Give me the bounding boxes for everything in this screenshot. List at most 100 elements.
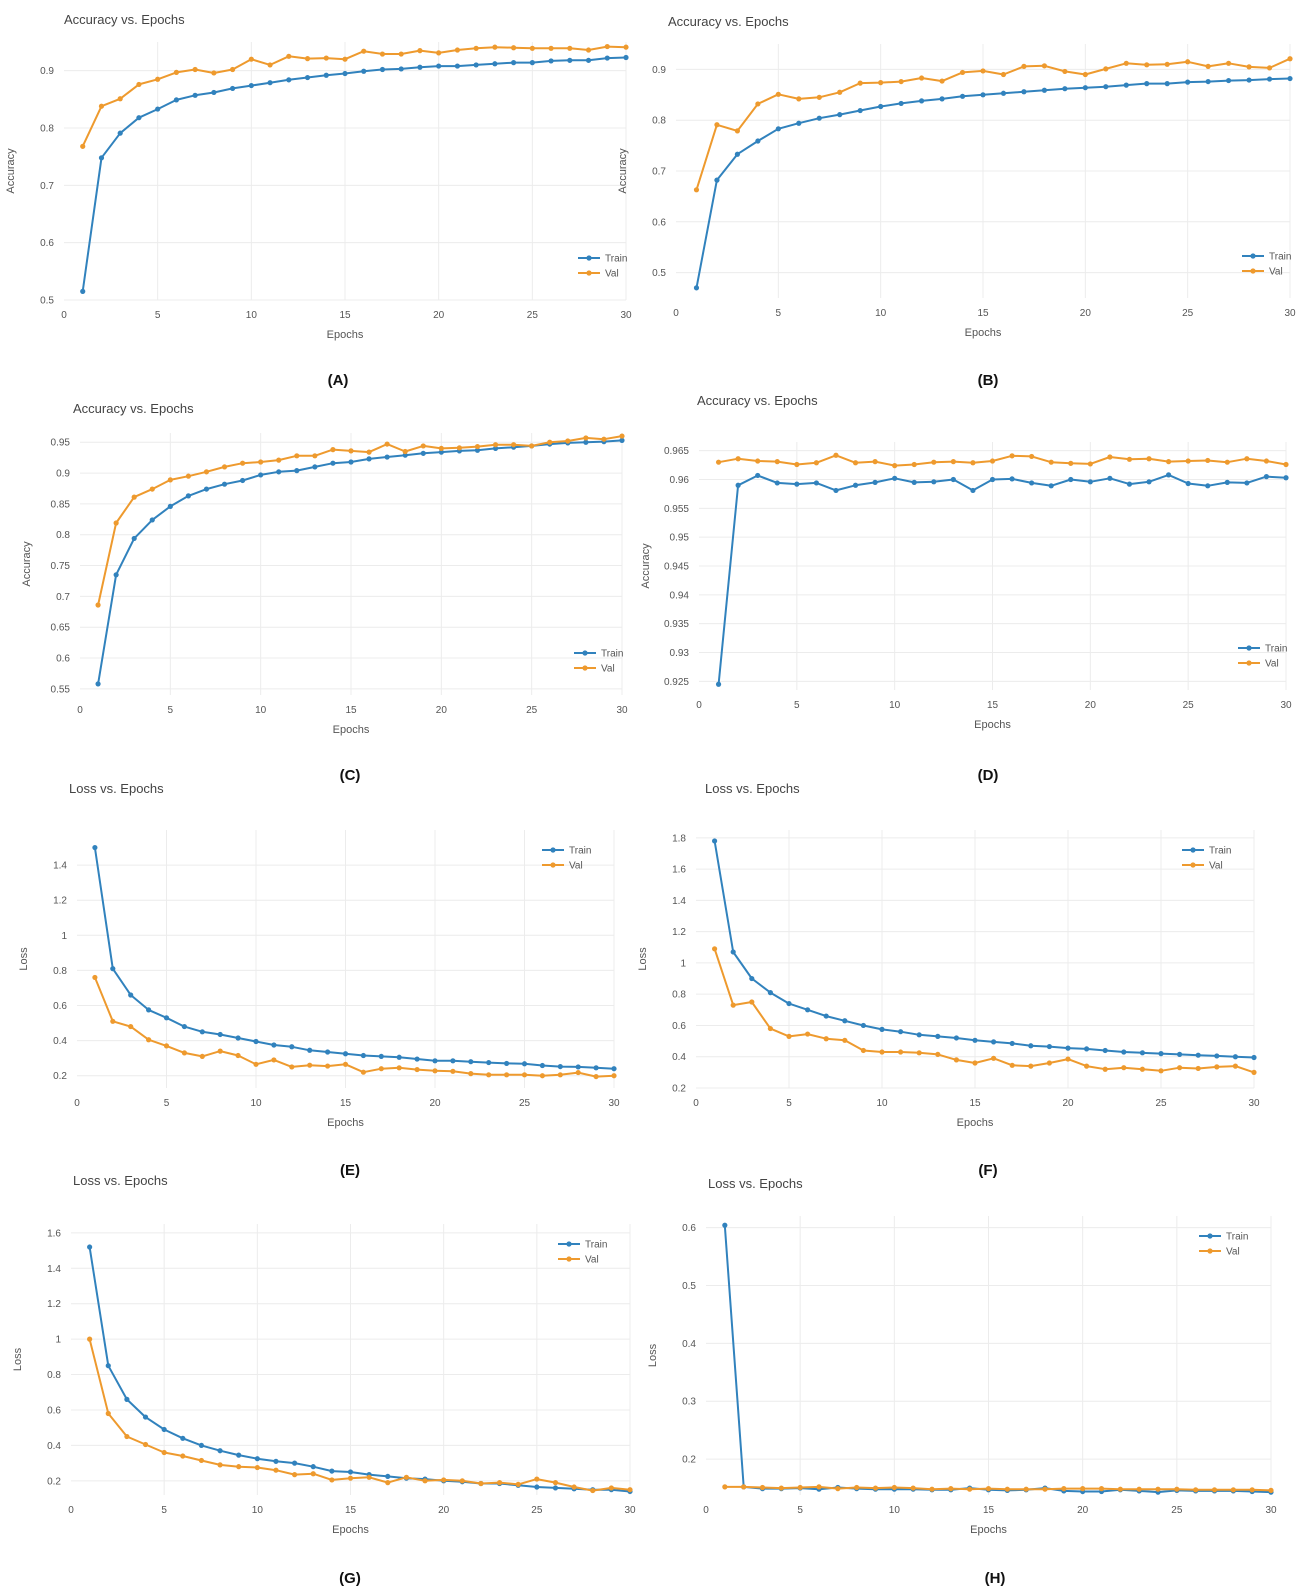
data-point-val (1009, 453, 1015, 459)
legend-marker-train (582, 650, 588, 656)
data-point-val (854, 1484, 860, 1491)
x-tick-label: 30 (1265, 1505, 1277, 1516)
data-point-val (1061, 1486, 1067, 1492)
data-point-val (712, 946, 718, 952)
data-point-train (230, 85, 236, 92)
x-tick-label: 25 (526, 705, 538, 716)
series-line-val (724, 1485, 1272, 1492)
data-point-train (105, 1363, 111, 1369)
data-point-val (1041, 63, 1047, 69)
data-point-val (273, 1467, 279, 1473)
data-point-train (253, 1038, 259, 1045)
chart-panel-a: Accuracy vs. Epochs 0.5 0.6 0.7 0.8 0.9 0 5 10 15… (0, 0, 640, 360)
data-point-val (441, 1477, 447, 1483)
data-point-val (1087, 461, 1093, 467)
y-axis-label: Accuracy (617, 148, 629, 194)
y-tick-label: 0.2 (682, 1455, 696, 1466)
data-point-val (1102, 1066, 1108, 1072)
data-point-val (529, 443, 535, 449)
legend-marker-val (1207, 1248, 1213, 1254)
data-point-val (312, 453, 318, 459)
data-point-train (454, 63, 460, 69)
data-point-val (1214, 1064, 1220, 1070)
data-point-val (1155, 1486, 1161, 1492)
y-tick-label: 0.94 (670, 590, 690, 601)
legend-label-val: Val (569, 861, 583, 872)
data-point-val (271, 1057, 277, 1063)
chart-b-svg: Accuracy vs. Epochs 0.5 0.6 0.7 0.8 0.9 0 5 10 15… (617, 14, 1296, 339)
data-point-train (117, 130, 123, 136)
data-point-val (967, 1486, 973, 1492)
y-axis-label: Loss (18, 947, 30, 971)
data-point-val (1185, 458, 1191, 464)
y-tick-label: 0.6 (47, 1405, 61, 1416)
data-point-val (539, 1073, 546, 1079)
data-point-train (878, 103, 884, 110)
data-point-train (203, 486, 210, 492)
data-point-val (1042, 1486, 1048, 1492)
data-point-train (796, 120, 802, 126)
data-point-val (805, 1031, 811, 1037)
data-point-val (1246, 64, 1252, 70)
series-line-val (97, 435, 623, 606)
chart-title: Loss vs. Epochs (705, 781, 800, 796)
data-point-val (755, 458, 761, 464)
data-point-train (730, 949, 736, 955)
data-point-train (1244, 480, 1250, 486)
data-point-val (360, 1069, 366, 1075)
data-point-val (366, 449, 372, 455)
legend-marker-val (1250, 268, 1256, 274)
chart-title: Loss vs. Epochs (69, 781, 164, 796)
data-point-train (248, 82, 254, 89)
data-point-val (95, 602, 101, 608)
data-point-train (767, 990, 773, 996)
data-point-val (910, 1485, 916, 1491)
data-point-train (989, 476, 996, 483)
data-point-train (432, 1058, 438, 1064)
y-tick-label: 0.65 (51, 623, 71, 634)
y-tick-label: 0.9 (56, 469, 70, 480)
data-point-train (529, 60, 535, 66)
y-tick-label: 0.5 (682, 1281, 696, 1292)
data-point-val (604, 43, 610, 50)
data-point-train (1009, 476, 1015, 482)
data-point-val (307, 1062, 313, 1068)
data-point-val (198, 1457, 205, 1464)
data-point-train (816, 115, 822, 121)
data-point-val (361, 48, 367, 54)
data-point-val (496, 1480, 503, 1486)
legend: Train Val (574, 649, 623, 675)
data-point-train (185, 493, 191, 499)
data-point-train (1185, 79, 1191, 85)
data-point-train (236, 1452, 242, 1458)
caption-a: (A) (327, 372, 349, 389)
data-point-train (289, 1044, 295, 1050)
data-point-val (87, 1336, 93, 1342)
data-point-train (492, 61, 498, 67)
data-point-val (1123, 60, 1129, 66)
y-tick-label: 0.8 (53, 966, 67, 977)
x-tick-label: 25 (1155, 1098, 1167, 1109)
data-point-train (872, 479, 878, 485)
legend-label-val: Val (585, 1255, 599, 1266)
data-point-val (173, 69, 179, 75)
data-point-train (292, 1460, 298, 1466)
x-tick-label: 10 (875, 308, 887, 319)
data-point-val (1251, 1069, 1257, 1075)
chart-d-svg: Accuracy vs. Epochs 0.925 0.93 0.935 0.94 0.9… (640, 393, 1292, 731)
y-tick-label: 1.2 (53, 896, 67, 907)
data-point-train (585, 57, 592, 63)
data-point-val (730, 1002, 736, 1008)
legend-marker-val (586, 270, 592, 276)
data-point-val (414, 1066, 420, 1073)
x-tick-label: 20 (436, 705, 448, 716)
data-point-val (492, 442, 499, 448)
x-tick-label: 20 (438, 1505, 450, 1516)
data-point-val (420, 443, 426, 449)
x-tick-label: 0 (673, 308, 679, 319)
data-point-train (552, 1485, 559, 1491)
data-point-train (396, 1054, 402, 1060)
data-point-train (1084, 1046, 1090, 1052)
x-tick-label: 10 (255, 705, 267, 716)
data-point-val (510, 45, 517, 51)
